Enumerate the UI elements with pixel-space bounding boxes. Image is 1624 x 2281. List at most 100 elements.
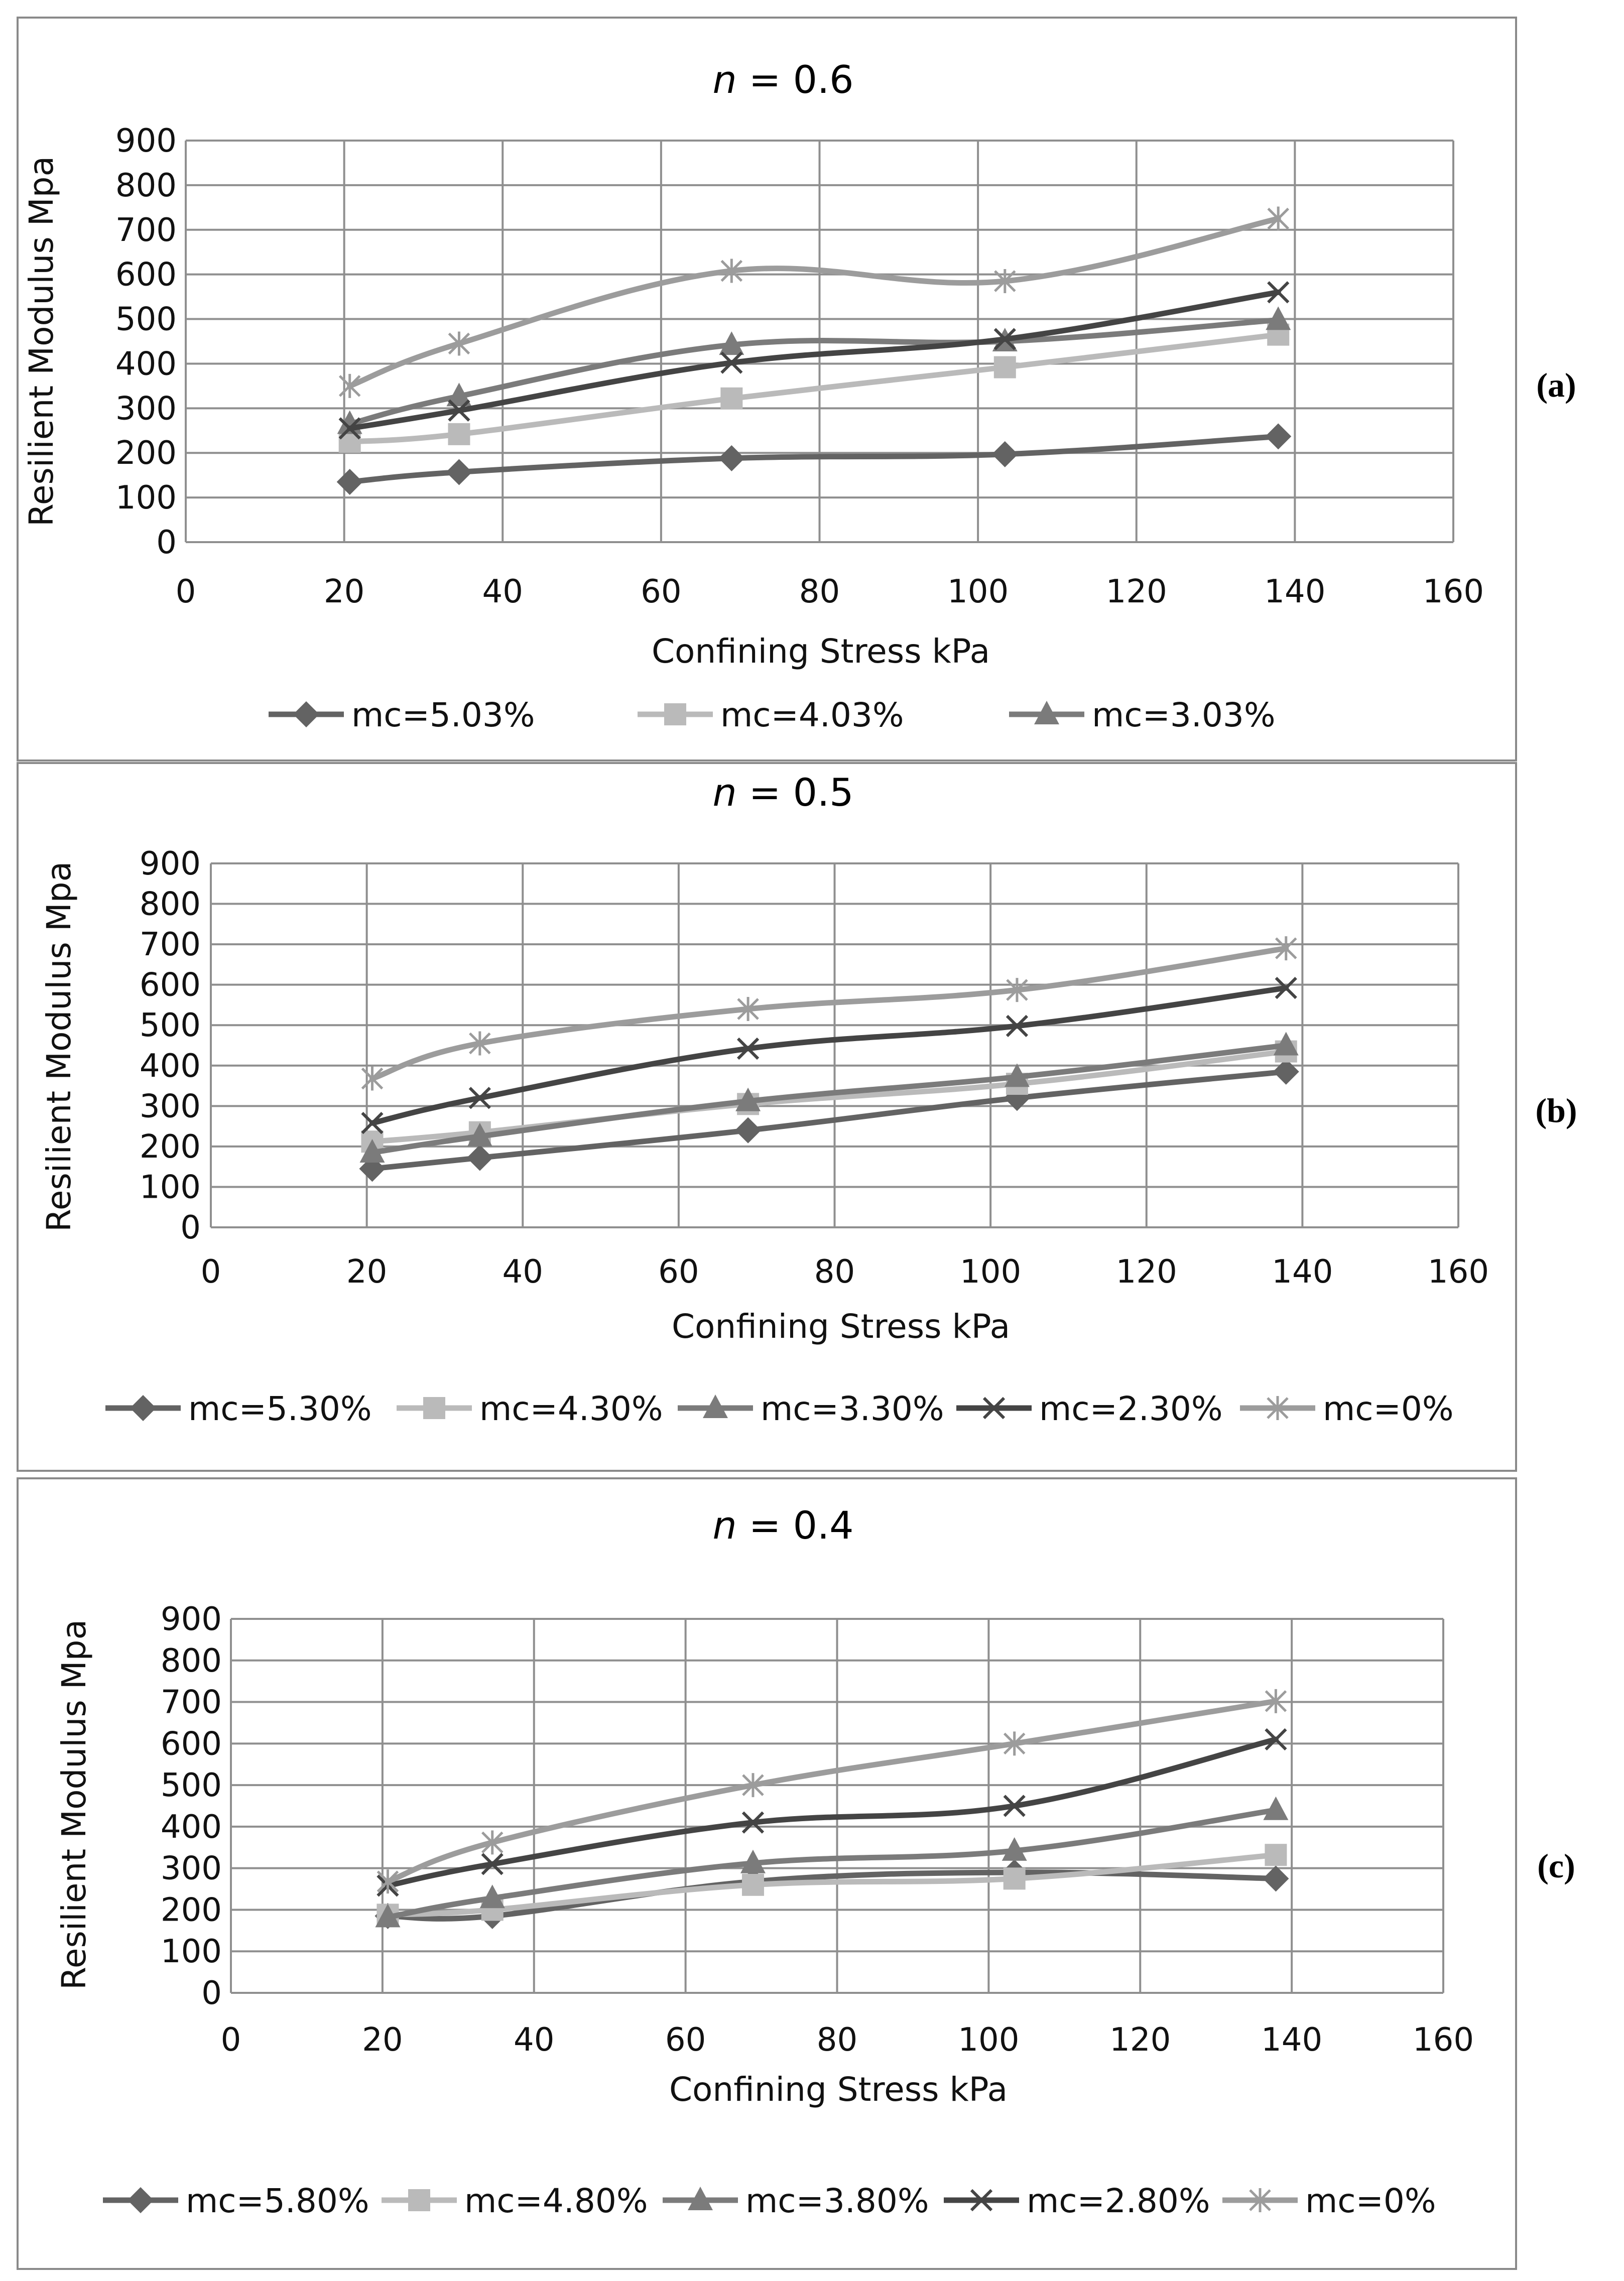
legend-label: mc=3.03% <box>1092 696 1276 734</box>
x-tick-label: 160 <box>1428 1253 1489 1291</box>
data-point <box>993 356 1016 378</box>
data-point <box>469 1031 491 1056</box>
legend-item: mc=2.80% <box>944 2182 1210 2220</box>
x-tick-label: 140 <box>1272 1253 1333 1291</box>
chart-title-variable: n <box>712 57 736 102</box>
legend-label: mc=5.80% <box>186 2182 369 2220</box>
legend-marker <box>408 2189 430 2211</box>
data-point <box>466 1145 493 1171</box>
data-point <box>1266 306 1291 330</box>
data-point <box>1263 1865 1289 1892</box>
chart-title-variable: n <box>712 1503 736 1548</box>
x-axis-label: Confining Stress kPa <box>652 632 990 671</box>
data-point <box>720 259 743 283</box>
x-tick-label: 100 <box>960 1253 1021 1291</box>
series-0 <box>359 1058 1299 1182</box>
legend-marker <box>423 1397 445 1419</box>
data-point <box>338 373 361 398</box>
data-point <box>1265 1728 1287 1751</box>
data-point <box>735 1087 761 1111</box>
series-3 <box>377 1728 1287 1897</box>
y-tick-label: 400 <box>115 345 177 383</box>
chart-title-value: = 0.6 <box>737 57 854 102</box>
data-point <box>991 441 1018 467</box>
y-tick-label: 600 <box>140 967 201 1004</box>
chart-title: n = 0.4 <box>712 1503 853 1548</box>
legend-item: mc=4.30% <box>397 1389 663 1428</box>
y-tick-label: 500 <box>115 301 177 338</box>
data-point <box>735 1117 762 1144</box>
legend-label: mc=3.80% <box>745 2182 929 2220</box>
chart-title: n = 0.6 <box>712 57 853 102</box>
chart-frame <box>17 762 1517 1472</box>
legend-marker <box>982 1397 1006 1420</box>
series-4 <box>361 936 1297 1091</box>
x-tick-label: 100 <box>958 2021 1019 2059</box>
data-point <box>737 997 759 1021</box>
x-tick-label: 140 <box>1264 573 1325 610</box>
legend: mc=5.80% mc=4.80% mc=3.80% mc=2.80% mc=0% <box>103 2182 1436 2220</box>
x-tick-label: 160 <box>1423 573 1484 610</box>
data-point <box>994 269 1016 293</box>
legend-label: mc=4.30% <box>479 1389 663 1428</box>
y-tick-label: 700 <box>140 926 201 963</box>
data-point <box>336 469 363 495</box>
y-tick-label: 800 <box>140 886 201 923</box>
legend-marker <box>970 2189 993 2212</box>
legend-item: mc=5.30% <box>105 1389 372 1428</box>
data-point <box>481 1853 504 1875</box>
series-2 <box>359 1032 1299 1163</box>
series-line <box>369 1069 1289 1172</box>
x-tick-label: 80 <box>799 573 840 610</box>
legend: mc=5.03% mc=4.03% mc=3.03% <box>269 696 1276 734</box>
y-tick-label: 700 <box>161 1684 222 1721</box>
x-tick-label: 60 <box>641 573 681 610</box>
x-tick-label: 140 <box>1261 2021 1322 2059</box>
data-point <box>479 1884 505 1909</box>
data-point <box>1003 1867 1026 1890</box>
series-4 <box>338 206 1290 398</box>
data-point <box>446 383 472 407</box>
x-tick-label: 0 <box>201 1253 221 1291</box>
data-point <box>720 387 743 410</box>
legend-item: mc=5.80% <box>103 2182 369 2220</box>
legend-marker <box>1034 701 1059 724</box>
data-point <box>1267 281 1290 304</box>
legend-label: mc=5.03% <box>351 696 535 734</box>
series-line <box>385 1736 1279 1888</box>
chart-title: n = 0.5 <box>712 770 853 815</box>
grid <box>230 1618 1444 1994</box>
data-point <box>1004 1063 1030 1087</box>
data-point <box>1265 1689 1287 1713</box>
x-tick-label: 60 <box>665 2021 706 2059</box>
legend-marker <box>703 1395 728 1418</box>
data-point <box>1273 1058 1299 1085</box>
x-tick-label: 40 <box>514 2021 554 2059</box>
y-tick-label: 0 <box>201 1975 222 2012</box>
legend-label: mc=2.30% <box>1039 1389 1223 1428</box>
data-point <box>1263 1796 1289 1820</box>
legend-marker <box>1249 2188 1271 2212</box>
series-line <box>369 985 1289 1126</box>
legend-label: mc=5.30% <box>188 1389 372 1428</box>
y-tick-label: 0 <box>156 524 177 561</box>
data-point <box>468 1087 491 1109</box>
legend-item: mc=0% <box>1240 1389 1454 1428</box>
data-point <box>993 328 1016 350</box>
data-point <box>718 445 745 471</box>
chart-panel-0: n = 0.6 0 100 200 300 400 500 600 700 800 900 0 20 40… <box>17 17 1576 762</box>
x-tick-label: 40 <box>503 1253 543 1291</box>
data-point <box>375 1904 401 1928</box>
x-tick-label: 120 <box>1109 2021 1171 2059</box>
data-point <box>1273 1032 1299 1056</box>
chart-title-value: = 0.4 <box>737 1503 854 1548</box>
data-point <box>359 1138 385 1163</box>
data-point <box>720 351 743 374</box>
legend-marker <box>1267 1396 1289 1420</box>
y-tick-label: 200 <box>115 435 177 472</box>
data-point <box>448 399 470 422</box>
legend-item: mc=4.03% <box>638 696 904 734</box>
legend-item: mc=0% <box>1222 2182 1436 2220</box>
series-2 <box>337 306 1291 434</box>
